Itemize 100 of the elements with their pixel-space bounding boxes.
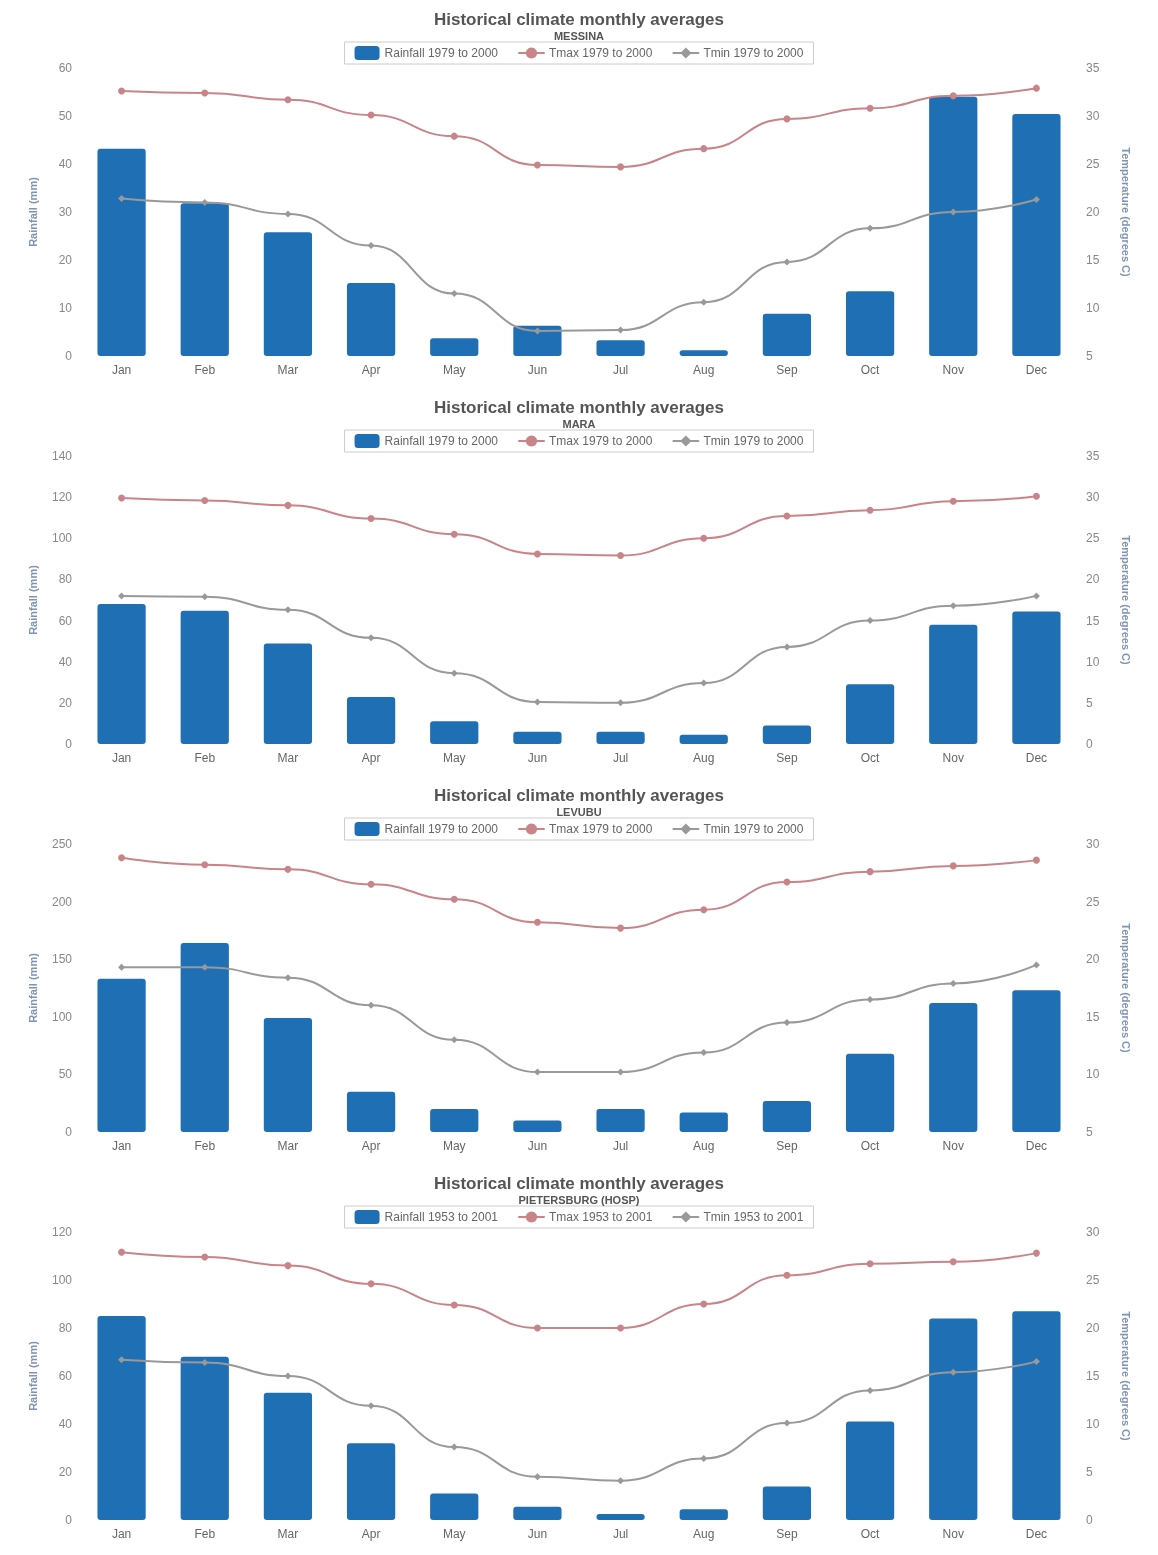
point <box>533 698 541 706</box>
point <box>367 1280 375 1288</box>
point <box>617 1324 625 1332</box>
y2-tick-label: 10 <box>1086 1417 1100 1431</box>
y-tick-label: 20 <box>58 253 73 267</box>
x-tick-label: Nov <box>942 1139 964 1153</box>
y2-tick-label: 5 <box>1086 1465 1093 1479</box>
bar <box>1012 990 1061 1132</box>
point <box>201 1359 209 1367</box>
chart-subtitle: MESSINA <box>553 29 605 42</box>
point <box>866 104 874 112</box>
bar <box>513 731 562 744</box>
bar <box>513 325 562 356</box>
point <box>700 679 708 687</box>
x-tick-label: May <box>442 363 466 377</box>
bar <box>762 313 812 356</box>
point <box>949 862 957 870</box>
x-tick-label: Mar <box>277 1527 299 1541</box>
point <box>450 669 458 677</box>
point <box>700 145 708 153</box>
bar <box>513 1120 562 1132</box>
bar <box>263 643 313 744</box>
bar <box>929 624 978 744</box>
chart-subtitle: LEVUBU <box>556 805 602 818</box>
point <box>367 634 375 642</box>
y-tick-label: 250 <box>51 837 73 851</box>
point <box>1032 84 1040 92</box>
point <box>700 534 708 542</box>
legend-label: Tmin 1979 to 2000 <box>703 822 804 836</box>
point <box>533 1324 541 1332</box>
bar <box>762 725 812 744</box>
y2-tick-label: 25 <box>1086 157 1100 171</box>
bar <box>180 203 229 356</box>
bar <box>346 1091 396 1132</box>
point <box>866 506 874 514</box>
bar <box>97 604 146 744</box>
x-tick-label: Jul <box>612 751 629 765</box>
y2-tick-label: 30 <box>1086 490 1100 505</box>
point <box>949 92 957 100</box>
x-tick-label: Apr <box>361 1139 381 1153</box>
point <box>118 195 126 203</box>
y2-tick-label: 30 <box>1086 109 1100 123</box>
legend-label: Tmax 1979 to 2000 <box>548 822 653 836</box>
bar <box>1012 114 1061 356</box>
point <box>783 115 791 123</box>
legend-label: Rainfall 1979 to 2000 <box>384 822 499 836</box>
bar <box>679 734 728 744</box>
bar <box>263 1017 313 1132</box>
chart-title: Historical climate monthly averages <box>433 10 725 29</box>
point <box>617 1477 625 1485</box>
bar <box>1012 1311 1061 1520</box>
chart-subtitle: MARA <box>562 417 596 430</box>
point <box>284 96 292 104</box>
y2-tick-label: 25 <box>1086 531 1100 546</box>
y-tick-label: 40 <box>58 1417 73 1431</box>
bar <box>845 291 895 356</box>
y2-tick-label: 20 <box>1086 205 1100 219</box>
x-tick-label: Jun <box>527 1139 548 1153</box>
point <box>700 906 708 914</box>
point <box>1032 592 1040 600</box>
y-axis-title: Rainfall (mm) <box>26 564 39 635</box>
point <box>367 1001 375 1009</box>
point <box>367 1402 375 1410</box>
x-tick-label: Jun <box>527 1527 548 1541</box>
y-tick-label: 0 <box>65 349 73 363</box>
y2-tick-label: 30 <box>1086 837 1100 851</box>
x-tick-label: Aug <box>693 363 715 377</box>
point <box>118 87 126 95</box>
x-tick-label: Jan <box>111 751 132 765</box>
point <box>284 865 292 873</box>
y2-tick-label: 0 <box>1086 737 1093 751</box>
chart-title: Historical climate monthly averages <box>433 398 725 417</box>
point <box>949 497 957 505</box>
y2-tick-label: 10 <box>1086 301 1100 315</box>
x-tick-label: Apr <box>361 1527 381 1541</box>
bar <box>929 1318 978 1520</box>
point <box>201 963 209 971</box>
point <box>1032 196 1040 204</box>
x-tick-label: Jan <box>111 1139 132 1153</box>
bar <box>596 340 645 356</box>
bar <box>346 697 396 744</box>
point <box>949 1258 957 1266</box>
x-tick-label: Jan <box>111 1527 132 1541</box>
y2-tick-label: 15 <box>1086 1009 1100 1024</box>
x-tick-label: Aug <box>693 1139 715 1153</box>
legend-label: Tmax 1953 to 2001 <box>548 1210 653 1224</box>
y-tick-label: 0 <box>65 1125 73 1139</box>
bar <box>97 1316 146 1520</box>
point <box>450 530 458 538</box>
point <box>533 327 541 335</box>
y-tick-label: 100 <box>51 1273 73 1287</box>
point <box>783 258 791 266</box>
y2-tick-label: 0 <box>1086 1513 1093 1527</box>
legend-label: Rainfall 1979 to 2000 <box>384 46 499 60</box>
bar <box>929 96 978 356</box>
point <box>866 1386 874 1394</box>
y2-tick-label: 35 <box>1086 61 1100 75</box>
point <box>201 89 209 97</box>
legend-label: Tmin 1953 to 2001 <box>703 1210 804 1224</box>
point <box>450 1301 458 1309</box>
